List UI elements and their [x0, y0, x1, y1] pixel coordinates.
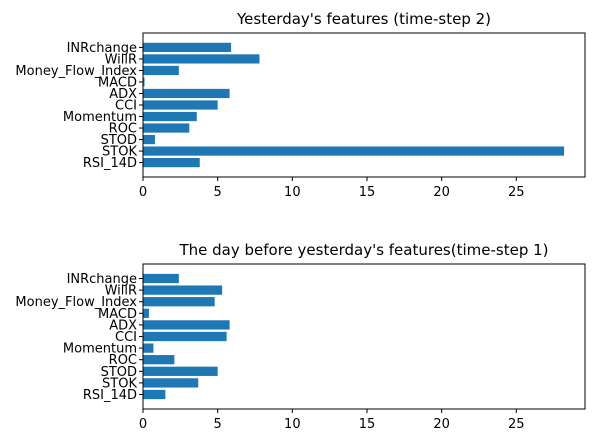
- chart-yesterday: Yesterday's features (time-step 2) INRch…: [15, 10, 586, 200]
- x-tick-label: 5: [214, 185, 222, 200]
- y-tick-label: STOD: [101, 133, 137, 148]
- x-tick-label: 0: [139, 417, 147, 432]
- x-tick-label: 25: [508, 185, 525, 200]
- y-tick-label: RSI_14D: [83, 388, 137, 403]
- x-tick-label: 20: [433, 417, 450, 432]
- y-axis: INRchangeWillRMoney_Flow_IndexMACDADXCCI…: [15, 41, 143, 171]
- y-tick-label: Momentum: [63, 110, 137, 125]
- bar-adx: [143, 320, 230, 330]
- chart-title: The day before yesterday's features(time…: [178, 241, 548, 259]
- bar-momentum: [143, 343, 154, 353]
- bar-macd: [143, 77, 145, 87]
- bar-roc: [143, 355, 175, 365]
- bar-money-flow-index: [143, 297, 215, 307]
- bar-rsi-14d: [143, 157, 200, 168]
- axes-frame: [142, 263, 586, 410]
- chart-title: Yesterday's features (time-step 2): [236, 10, 491, 28]
- bars: [143, 273, 230, 400]
- y-tick-label: STOK: [102, 145, 137, 160]
- y-tick-label: INRchange: [67, 272, 137, 287]
- chart-day-before-yesterday: The day before yesterday's features(time…: [15, 241, 586, 432]
- bar-cci: [143, 331, 227, 342]
- axes-frame: [142, 32, 586, 178]
- bar-inrchange: [143, 42, 232, 53]
- y-tick-label: ROC: [109, 353, 137, 368]
- bar-adx: [143, 88, 230, 99]
- y-tick-label: RSI_14D: [83, 156, 137, 171]
- bar-cci: [143, 100, 218, 110]
- bars: [143, 42, 565, 168]
- x-tick-label: 15: [359, 417, 376, 432]
- x-tick-label: 10: [284, 417, 301, 432]
- bar-stod: [143, 366, 218, 376]
- x-tick-label: 20: [433, 185, 450, 200]
- x-tick-label: 5: [214, 417, 222, 432]
- bar-roc: [143, 123, 190, 133]
- y-tick-label: CCI: [115, 330, 137, 345]
- y-tick-label: MACD: [98, 75, 137, 90]
- y-tick-label: STOD: [101, 365, 137, 380]
- y-tick-label: Money_Flow_Index: [15, 295, 137, 310]
- bar-stok: [143, 146, 565, 156]
- y-axis: INRchangeWillRMoney_Flow_IndexMACDADXCCI…: [15, 272, 143, 403]
- bar-willr: [143, 54, 260, 64]
- y-tick-label: ROC: [109, 122, 137, 137]
- bar-stok: [143, 378, 199, 388]
- bar-inrchange: [143, 273, 179, 284]
- bar-rsi-14d: [143, 389, 166, 400]
- y-tick-label: Money_Flow_Index: [15, 64, 137, 79]
- y-tick-label: MACD: [98, 307, 137, 322]
- x-axis: 0 5 10 15 20 25: [139, 409, 525, 432]
- y-tick-label: ADX: [109, 87, 137, 102]
- bar-stod: [143, 134, 155, 145]
- x-tick-label: 0: [139, 185, 147, 200]
- y-tick-label: WillR: [105, 284, 137, 299]
- y-tick-label: INRchange: [67, 41, 137, 56]
- y-tick-label: ADX: [109, 318, 137, 333]
- x-tick-label: 10: [284, 185, 301, 200]
- bar-macd: [143, 308, 149, 318]
- x-tick-label: 25: [508, 417, 525, 432]
- x-tick-label: 15: [359, 185, 376, 200]
- y-tick-label: WillR: [105, 52, 137, 67]
- bar-willr: [143, 285, 223, 295]
- bar-money-flow-index: [143, 65, 179, 76]
- y-tick-label: Momentum: [63, 342, 137, 357]
- bar-momentum: [143, 111, 197, 122]
- x-axis: 0 5 10 15 20 25: [139, 177, 525, 200]
- y-tick-label: CCI: [115, 99, 137, 114]
- y-tick-label: STOK: [102, 376, 137, 391]
